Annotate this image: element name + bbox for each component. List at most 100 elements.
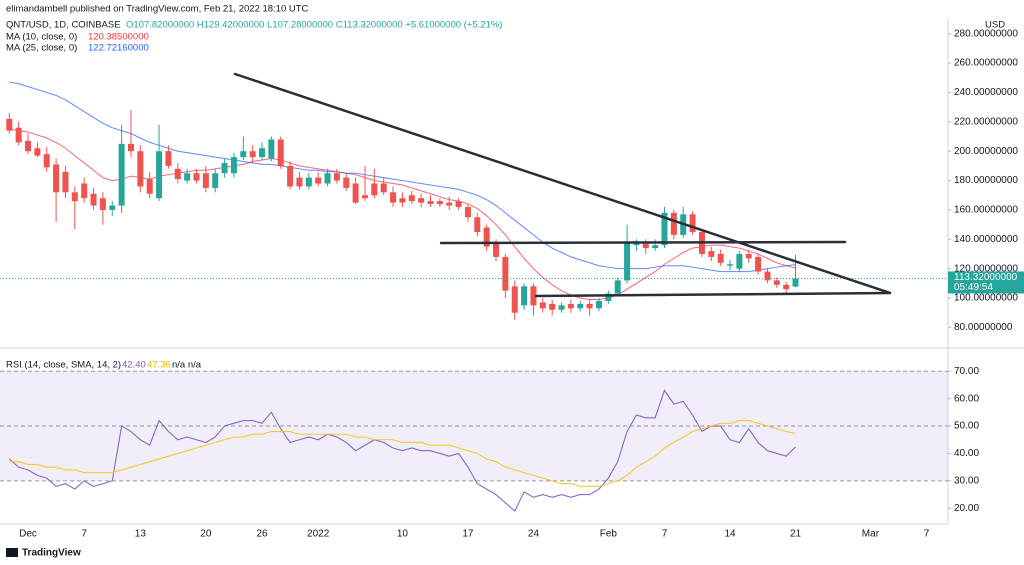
candle-body bbox=[521, 286, 528, 306]
candle-body bbox=[586, 303, 593, 309]
candle-body bbox=[792, 278, 799, 287]
candle-body bbox=[268, 139, 275, 159]
candle-body bbox=[502, 256, 509, 291]
candle-body bbox=[567, 303, 574, 309]
candle-body bbox=[455, 201, 462, 207]
candle-body bbox=[343, 177, 350, 188]
x-tick-label: 7 bbox=[924, 529, 930, 540]
logo: TradingView bbox=[6, 548, 81, 559]
candle-body bbox=[6, 118, 13, 131]
rsi-na: n/a n/a bbox=[172, 360, 202, 371]
candle-body bbox=[146, 179, 153, 194]
x-tick-label: Dec bbox=[19, 529, 37, 540]
x-tick-label: 10 bbox=[397, 529, 409, 540]
ohlc: O107.82000000 H129.42000000 L107.2800000… bbox=[126, 20, 502, 31]
candle-body bbox=[595, 300, 602, 309]
rsi-title: RSI (14, close, SMA, 14, 2) bbox=[6, 360, 121, 371]
y-tick-label: 70.00 bbox=[954, 366, 979, 377]
candle-body bbox=[530, 286, 537, 306]
candle-body bbox=[127, 143, 134, 152]
y-tick-label: 260.00000000 bbox=[954, 58, 1018, 69]
rsi-band bbox=[0, 371, 948, 481]
y-tick-label: 200.00000000 bbox=[954, 146, 1018, 157]
candle-body bbox=[118, 143, 125, 206]
candle-body bbox=[736, 253, 743, 269]
y-tick-label: 30.00 bbox=[954, 476, 979, 487]
candle-body bbox=[324, 173, 331, 184]
candle-body bbox=[287, 165, 294, 187]
candle-body bbox=[240, 151, 247, 158]
candle-body bbox=[259, 148, 266, 158]
candle-body bbox=[577, 303, 584, 309]
y-tick-label: 100.00000000 bbox=[954, 293, 1018, 304]
candle-body bbox=[249, 151, 256, 158]
candle-body bbox=[783, 284, 790, 290]
candle-body bbox=[71, 192, 78, 202]
candle-body bbox=[371, 183, 378, 196]
rsi-sma-value: 47.36 bbox=[147, 360, 171, 371]
rsi-value: 42.40 bbox=[122, 360, 146, 371]
x-tick-label: 20 bbox=[200, 529, 212, 540]
candle-body bbox=[549, 303, 556, 310]
candle-body bbox=[137, 151, 144, 187]
x-tick-label: 14 bbox=[724, 529, 736, 540]
candle-body bbox=[427, 201, 434, 205]
candle-body bbox=[708, 251, 715, 257]
x-tick-label: Mar bbox=[862, 529, 880, 540]
candle-body bbox=[558, 305, 565, 310]
candle-body bbox=[81, 183, 88, 199]
candle-body bbox=[773, 280, 780, 285]
candle-body bbox=[483, 227, 490, 247]
candle-body bbox=[689, 214, 696, 232]
candle-body bbox=[62, 171, 69, 193]
candle-body bbox=[90, 193, 97, 206]
candle-body bbox=[670, 212, 677, 235]
logo-icon bbox=[6, 548, 18, 557]
candle-body bbox=[418, 198, 425, 203]
x-tick-label: 17 bbox=[462, 529, 474, 540]
y-tick-label: 220.00000000 bbox=[954, 116, 1018, 127]
y-tick-label: 240.00000000 bbox=[954, 87, 1018, 98]
candle-body bbox=[539, 302, 546, 309]
trendlines bbox=[233, 72, 892, 298]
y-tick-label: 280.00000000 bbox=[954, 28, 1018, 39]
series-line bbox=[9, 81, 796, 273]
candle-body bbox=[165, 151, 172, 166]
candle-body bbox=[296, 177, 303, 187]
x-tick-label: Feb bbox=[600, 529, 618, 540]
y-tick-label: 160.00000000 bbox=[954, 205, 1018, 216]
candle-body bbox=[755, 256, 762, 272]
candle-body bbox=[511, 286, 518, 313]
legend-value: 120.38500000 bbox=[88, 32, 149, 43]
candle-body bbox=[202, 173, 209, 188]
legend-label: MA (10, close, 0) bbox=[6, 32, 77, 43]
candle-body bbox=[315, 177, 322, 184]
candle-body bbox=[277, 139, 284, 166]
candle-body bbox=[184, 173, 191, 181]
candle-body bbox=[333, 173, 340, 181]
x-tick-label: 21 bbox=[790, 529, 802, 540]
axes: 80.00000000 100.00000000 120.00000000 140.0… bbox=[19, 28, 1024, 540]
candle-body bbox=[727, 264, 734, 266]
candle-body bbox=[642, 243, 649, 249]
candle-body bbox=[43, 154, 50, 168]
y-tick-label: 60.00 bbox=[954, 393, 979, 404]
legend-label: MA (25, close, 0) bbox=[6, 43, 77, 54]
y-tick-label: 140.00000000 bbox=[954, 234, 1018, 245]
candle-body bbox=[464, 206, 471, 218]
candle-body bbox=[99, 198, 106, 210]
last-price-label: 113.32000000 bbox=[954, 272, 1018, 283]
candle-body bbox=[652, 245, 659, 249]
last-price-box bbox=[948, 271, 1024, 294]
candle-body bbox=[764, 271, 771, 281]
candle-body bbox=[624, 242, 631, 281]
candle-body bbox=[380, 183, 387, 193]
candle-body bbox=[605, 293, 612, 301]
candle-body bbox=[474, 217, 481, 232]
candle-body bbox=[174, 168, 181, 180]
x-tick-label: 24 bbox=[528, 529, 540, 540]
candle-body bbox=[221, 162, 228, 174]
